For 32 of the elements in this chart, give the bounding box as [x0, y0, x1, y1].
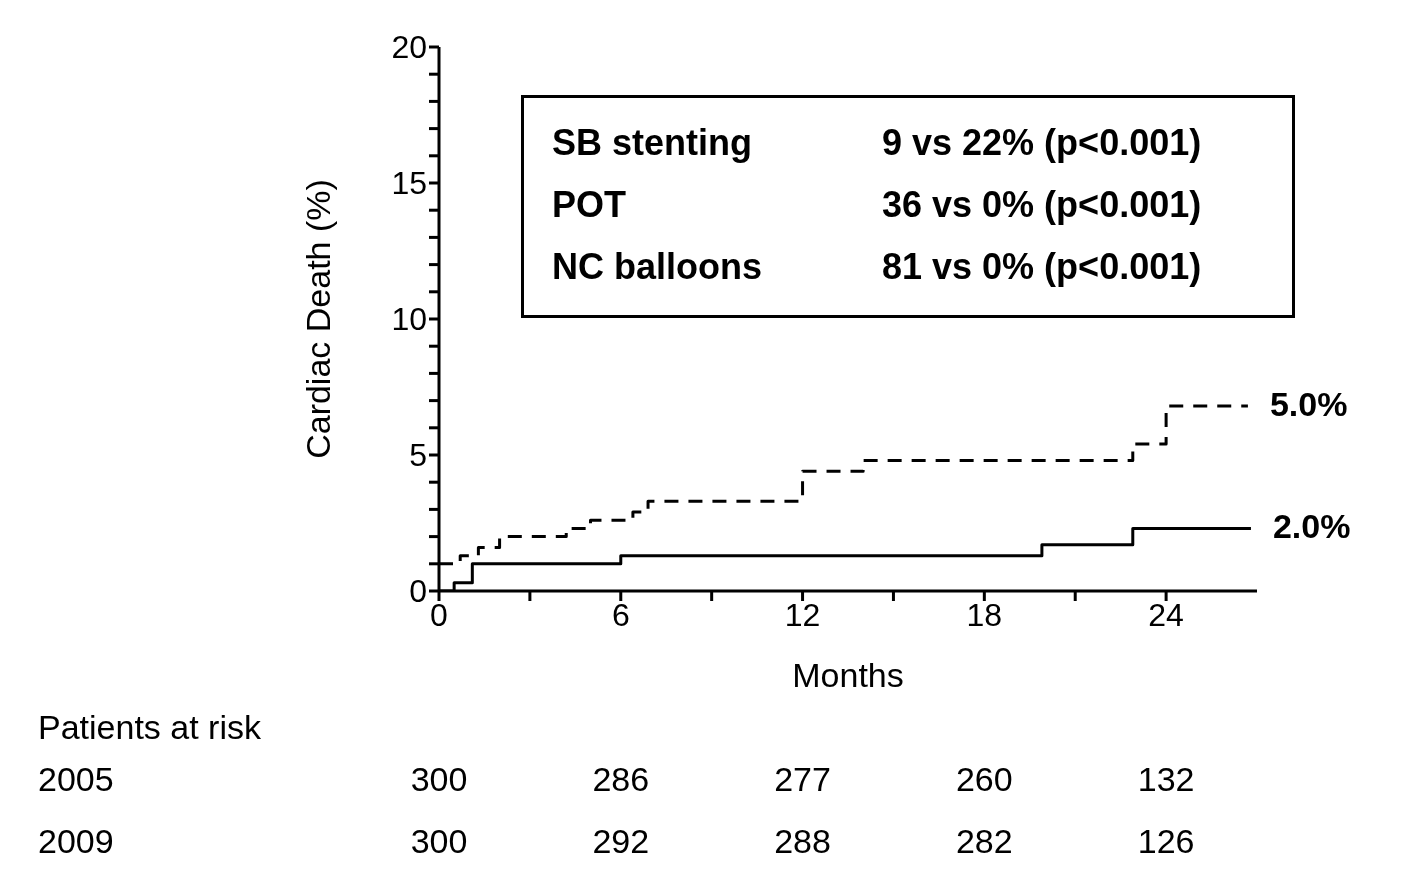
annotation: POT: [552, 184, 627, 226]
y-tick-label: 5: [409, 437, 427, 474]
text: 2009: [38, 822, 114, 861]
text: 126: [1136, 822, 1196, 861]
x-tick-label: 6: [611, 596, 630, 633]
x-tick-label: 12: [784, 596, 821, 633]
text: 300: [409, 760, 469, 799]
text: 132: [1136, 760, 1196, 799]
text: 260: [954, 760, 1014, 799]
annotation: 36 vs 0% (p<0.001): [882, 184, 1202, 226]
y-tick-label: 15: [391, 165, 427, 202]
text: Patients at risk: [38, 708, 261, 747]
text: 2005: [38, 760, 114, 799]
y-tick-label: 10: [391, 301, 427, 338]
annotation: SB stenting: [552, 122, 753, 164]
text: 282: [954, 822, 1014, 861]
text: 288: [773, 822, 832, 861]
text: 277: [773, 760, 832, 799]
y-axis-title: Cardiac Death (%): [299, 179, 338, 459]
x-tick-label: 24: [1148, 596, 1184, 633]
text: 286: [591, 760, 651, 799]
annotation: 81 vs 0% (p<0.001): [882, 246, 1202, 288]
x-tick-label: 18: [966, 596, 1003, 633]
x-axis-title: Months: [792, 656, 904, 694]
y-tick-label: 0: [409, 573, 427, 610]
annotation: 9 vs 22% (p<0.001): [882, 122, 1202, 164]
annotation: NC balloons: [552, 246, 763, 288]
text: 300: [409, 822, 469, 861]
annotation: 5.0%: [1269, 385, 1348, 424]
text: 292: [591, 822, 651, 861]
annotation: 2.0%: [1272, 507, 1351, 546]
y-tick-label: 20: [391, 29, 427, 66]
